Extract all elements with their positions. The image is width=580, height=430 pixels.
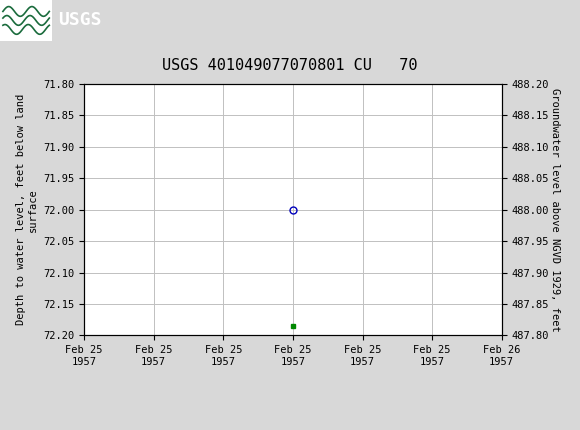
Y-axis label: Groundwater level above NGVD 1929, feet: Groundwater level above NGVD 1929, feet — [550, 88, 560, 332]
Y-axis label: Depth to water level, feet below land
surface: Depth to water level, feet below land su… — [16, 94, 38, 325]
Text: USGS: USGS — [58, 12, 102, 29]
Text: USGS 401049077070801 CU   70: USGS 401049077070801 CU 70 — [162, 58, 418, 73]
Bar — [0, 0, 52, 41]
